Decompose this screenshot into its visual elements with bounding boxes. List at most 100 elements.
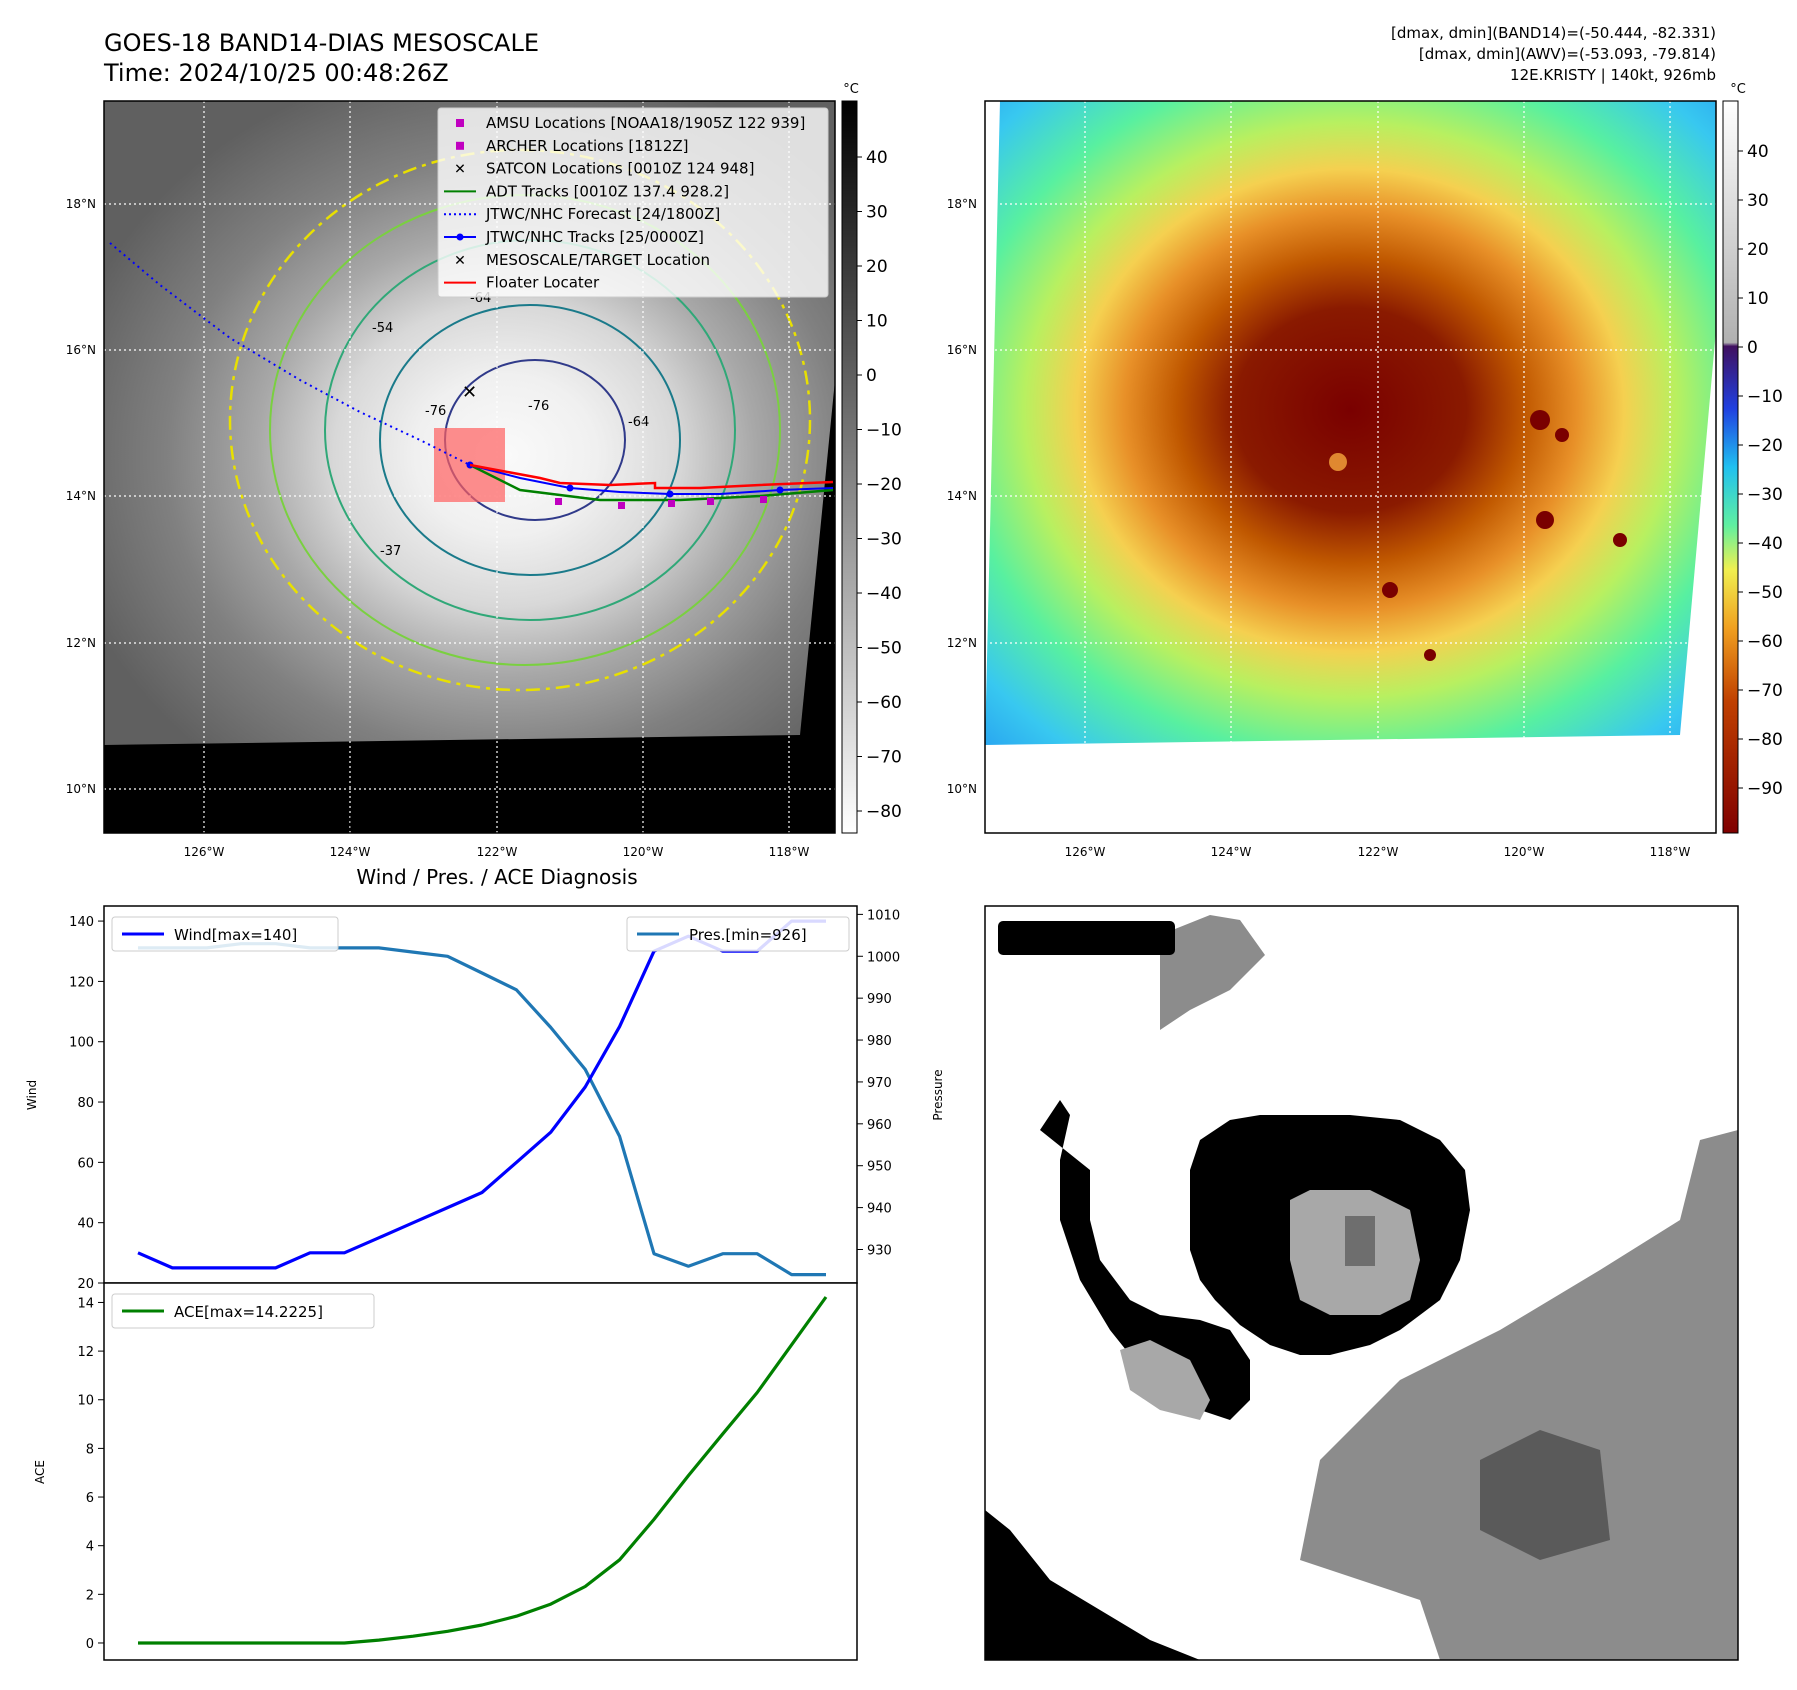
adt-track [469,463,834,502]
colorbar-tick: −50 [866,639,902,659]
colorbar-tick: 10 [1747,289,1769,309]
svg-text:✕: ✕ [454,162,466,178]
colorbar-tick: 0 [1747,338,1758,358]
contour-label: -54 [372,321,393,336]
stats-line2: [dmax, dmin](AWV)=(-53.093, -79.814) [1419,45,1716,63]
wind-tick: 140 [69,915,94,930]
contour-label: -37 [380,544,401,559]
legend-label: JTWC/NHC Forecast [24/1800Z] [485,205,720,223]
eye [1329,453,1347,471]
lat-tick-label: 12°N [66,636,96,650]
lon-tick-label: 118°W [769,845,810,859]
colorbar-tick: 30 [866,203,888,223]
lat-tick-label: 16°N [66,343,96,357]
colorbar-tick: 30 [1747,191,1769,211]
legend-item: ✕ MESOSCALE/TARGET Location [454,251,710,269]
colorbar-tick: −50 [1747,583,1783,603]
map-gridlines [985,101,1716,833]
pres-legend: Pres.[min=926] [626,916,850,952]
lon-tick-label: 120°W [623,845,664,859]
colorbar-tick: 0 [866,366,877,386]
ace-tick: 8 [86,1442,94,1457]
ace-tick: 14 [77,1296,94,1311]
colorbar-tick: −40 [866,584,902,604]
wind-tick: 40 [77,1217,94,1232]
legend-item: ARCHER Locations [1812Z] [456,137,689,155]
pres-tick: 940 [867,1202,892,1217]
ir-map-legend: AMSU Locations [NOAA18/1905Z 122 939] ARC… [437,107,829,298]
wind-tick: 80 [77,1096,94,1111]
legend-label: ARCHER Locations [1812Z] [486,137,689,155]
legend-label: SATCON Locations [0010Z 124 948] [486,160,754,178]
awv-map-frame [984,100,1717,834]
pres-tick: 1010 [867,908,900,923]
wmg-count-badge: WMG Count: 0 [1006,928,1159,950]
pres-tick: 950 [867,1160,892,1175]
legend-label: MESOSCALE/TARGET Location [486,251,710,269]
legend-item: ADT Tracks [0010Z 137.4 928.2] [444,182,729,200]
pres-ylabel: Pressure [931,1069,945,1120]
ace-line [138,1296,828,1645]
colorbar-tick: −40 [1747,534,1783,554]
ace-axes [103,1282,858,1661]
jtwc-forecast-track [109,242,471,466]
legend-item: JTWC/NHC Forecast [24/1800Z] [444,205,720,223]
colorbar-tick: 10 [866,312,888,332]
contour-label: -64 [628,415,649,430]
pres-tick: 930 [867,1243,892,1258]
ace-legend: ACE[max=14.2225] [111,1293,375,1329]
colorbar-tick: −60 [866,693,902,713]
jtwc-track [469,464,834,495]
contour-label: -76 [425,404,446,419]
awv-convective-cells [1382,410,1627,661]
wind-ylabel: Wind [25,1080,39,1110]
ace-tick: 12 [77,1345,94,1360]
colorbar-tick: 20 [1747,240,1769,260]
colorbar-tick: −30 [1747,485,1783,505]
lon-tick-label: 120°W [1504,845,1545,859]
mesoscale-target-marker: ✕ [462,382,477,403]
map-axis-labels: 126°W 126°W 124°W 124°W 122°W 122°W 120°W 120°W… [66,197,1691,859]
colorbar-left-unit: °C [843,82,859,97]
colorbar-tick: −20 [1747,436,1783,456]
colorbar-tick: 40 [1747,142,1769,162]
colorbar-tick: −70 [866,748,902,768]
colorbar-left-ticks: 40 30 20 10 0 −10 −20 −30 −40 −50 −60 −70 −80 [857,148,902,822]
wind-tick: 60 [77,1156,94,1171]
colorbar-tick: 40 [866,148,888,168]
colorbar-tick: −80 [866,802,902,822]
pres-tick: 960 [867,1118,892,1133]
legend-item: JTWC/NHC Tracks [25/0000Z] [444,228,704,246]
colorbar-right [1722,100,1739,834]
colorbar-tick: −20 [866,475,902,495]
wmg-frame [984,905,1739,1661]
pres-tick: 990 [867,992,892,1007]
stats-line1: [dmax, dmin](BAND14)=(-50.444, -82.331) [1391,24,1716,42]
diagnosis-title: Wind / Pres. / ACE Diagnosis [356,865,637,889]
lon-tick-label: 124°W [330,845,371,859]
legend-label: JTWC/NHC Tracks [25/0000Z] [485,228,704,246]
lat-tick-label: 18°N [66,197,96,211]
ace-tick: 0 [86,1637,94,1652]
ace-tick: 4 [86,1540,94,1555]
lat-tick-label: 12°N [947,636,977,650]
awv-map-panel [985,101,1716,833]
lon-tick-label: 124°W [1211,845,1252,859]
colorbar-tick: −10 [866,421,902,441]
lon-tick-label: 122°W [1358,845,1399,859]
contour-label: -76 [528,399,549,414]
ace-tick: 2 [86,1588,94,1603]
colorbar-left [841,100,858,834]
colorbar-tick: −10 [1747,387,1783,407]
jtwc-track-points [466,461,784,498]
pres-tick: 970 [867,1076,892,1091]
colorbar-right-ticks: 40 30 20 10 0 −10 −20 −30 −40 −50 −60 −70 −80 −90 [1738,142,1783,799]
diagnosis-ticks: 1401201008060402010101000990980970960950… [69,908,900,1652]
lat-tick-label: 16°N [947,343,977,357]
colorbar-tick: −80 [1747,730,1783,750]
figure-title-line1: GOES-18 BAND14-DIAS MESOSCALE [104,29,539,57]
lat-tick-label: 18°N [947,197,977,211]
figure-title-line2: Time: 2024/10/25 00:48:26Z [103,59,449,87]
svg-text:Wind[max=140]: Wind[max=140] [174,926,297,944]
